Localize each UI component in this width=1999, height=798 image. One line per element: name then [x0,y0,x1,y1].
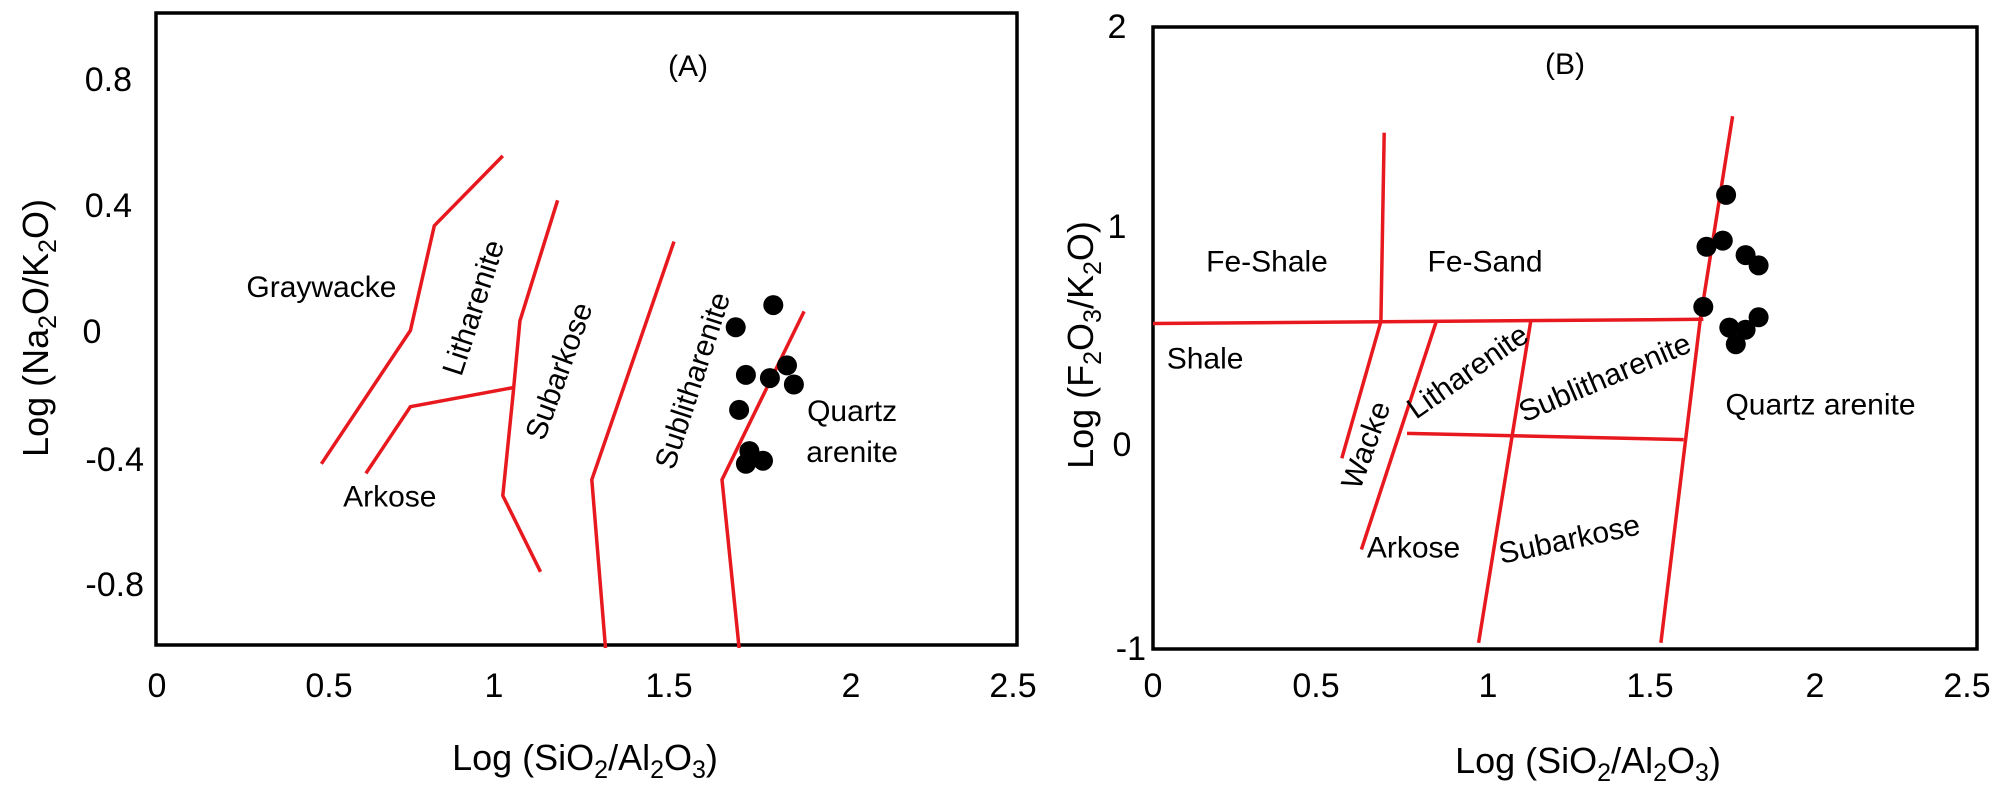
data-point [735,364,756,385]
y-tick-label: 0.8 [85,61,132,99]
y-tick-label: 2 [1108,8,1127,46]
classification-boundary-line [1406,431,1684,442]
zone-label: Quartz arenite [1725,388,1915,421]
data-point [1696,236,1717,257]
zone-label: Quartz [807,395,897,428]
zone-label: Fe-Shale [1206,245,1328,278]
data-point [753,450,773,471]
zone-label: Litharenite [437,236,512,379]
x-tick-label: 1 [1479,667,1498,705]
zone-label: Sublitharenite [1514,327,1696,429]
zone-labels-b: Fe-Shale Fe-SandShaleWackeLithareniteSubl… [1167,245,1916,570]
data-point [783,374,804,395]
classification-boundary-line [1476,321,1533,644]
data-point [763,295,784,316]
plot-frame-b [1151,25,1979,651]
data-point [1725,334,1746,355]
plot-frame-a [154,11,1019,647]
y-tick-label: 0 [83,313,102,351]
x-tick-label: 1.5 [645,667,692,705]
x-tick-label: 0.5 [305,667,352,705]
zone-label: Arkose [1367,531,1460,564]
zone-label: Arkose [343,481,436,514]
classification-boundary-line [319,154,505,465]
zone-label: Sublitharenite [649,288,737,473]
x-axis-title-b: Log (SiO2/Al2O3) [1455,740,1721,787]
boundary-lines-a [319,154,806,649]
data-point [759,368,780,389]
classification-boundary-line [501,199,560,573]
x-tick-label: 1 [485,667,504,705]
data-point [1748,307,1769,328]
data-point [1735,319,1756,340]
data-point [729,399,750,420]
zone-label: Subarkose [519,298,599,444]
chart-panel-a: (A) 0.8 0.4 0 -0.4 -0.8 0 0.5 1 1.5 2 2.… [15,11,1037,784]
x-axis-title-a: Log (SiO2/Al2O3) [452,737,718,784]
zone-label: Shale [1167,343,1244,376]
classification-boundary-line [1359,320,1438,551]
y-tick-label: -0.4 [85,441,144,479]
x-tick-label: 2 [842,667,861,705]
zone-label: arenite [806,436,898,469]
data-point [1712,230,1733,251]
y-tick-label: 1 [1108,208,1127,246]
data-point [1716,184,1737,205]
x-tick-label: 1.5 [1626,667,1673,705]
x-tick-label: 0 [148,667,167,705]
data-point [1748,255,1769,276]
classification-boundary-line [364,385,514,475]
classification-boundary-line [590,241,676,649]
classification-boundary-line [1659,115,1735,644]
data-point [1693,296,1714,317]
boundary-lines-b [1152,115,1735,644]
y-axis-title-b: Log (F2O3/K2O) [1060,221,1107,469]
y-tick-label: 0.4 [85,187,132,225]
panel-label-b: (B) [1545,48,1585,81]
y-tick-label: -0.8 [85,566,144,604]
zone-label: Fe-Sand [1428,245,1543,278]
data-points-a [725,295,804,474]
data-points-b [1693,184,1769,355]
zone-labels-a: Graywacke Litharenite Arkose Subarkose Subli… [246,236,898,514]
classification-boundary-line [720,310,806,649]
x-tick-label: 2 [1806,667,1825,705]
y-axis-title-a: Log (Na2O/K2O) [15,199,62,457]
classification-boundary-line [1152,317,1704,326]
x-tick-label: 0 [1144,667,1163,705]
classification-boundary-line [1340,132,1386,459]
zone-label: Graywacke [246,271,396,304]
data-point [725,317,746,338]
y-tick-label: -1 [1116,630,1146,668]
x-tick-label: 0.5 [1292,667,1339,705]
x-tick-label: 2.5 [989,667,1036,705]
x-tick-label: 2.5 [1943,667,1990,705]
y-tick-label: 0 [1113,426,1132,464]
data-point [1719,317,1740,338]
zone-label: Subarkose [1496,509,1643,571]
data-point [735,453,756,474]
chart-panel-b: (B) 2 1 0 -1 0 0.5 1 1.5 2 2.5 Log (SiO2… [1060,8,1991,787]
panel-label-a: (A) [668,50,708,83]
data-point [777,355,797,376]
